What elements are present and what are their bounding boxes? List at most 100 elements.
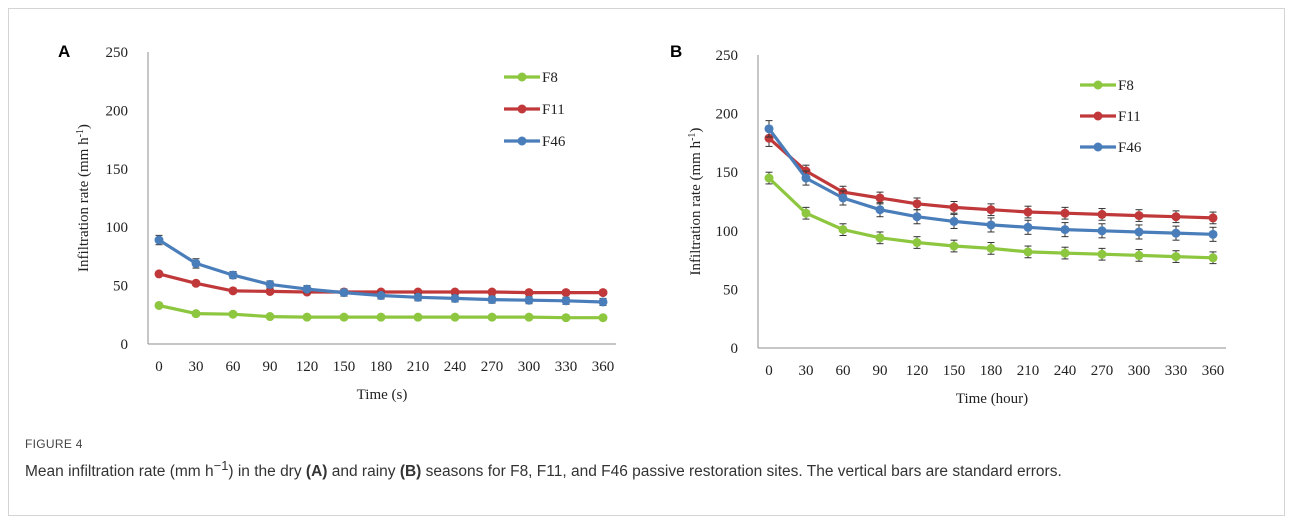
- data-point-f46: [801, 173, 811, 183]
- x-tick-label: 60: [836, 363, 851, 379]
- data-point-f46: [949, 216, 959, 226]
- figure-label: FIGURE 4: [25, 437, 83, 451]
- data-point-f46: [339, 288, 349, 298]
- data-point-f11: [228, 286, 238, 296]
- data-point-f8: [1208, 253, 1218, 263]
- caption-superscript: −1: [213, 458, 229, 473]
- y-tick-label: 200: [716, 107, 739, 123]
- data-point-f11: [1171, 212, 1181, 222]
- legend-swatch-marker: [1093, 111, 1103, 121]
- data-point-f46: [764, 124, 774, 134]
- x-tick-label: 180: [370, 359, 393, 375]
- x-tick-label: 0: [155, 359, 163, 375]
- data-point-f46: [302, 284, 312, 294]
- x-tick-label: 150: [333, 359, 356, 375]
- legend-swatch-marker: [517, 72, 527, 82]
- x-tick-label: 90: [263, 359, 278, 375]
- data-point-f46: [1134, 227, 1144, 237]
- data-point-f8: [524, 312, 534, 322]
- legend-swatch-marker: [1093, 142, 1103, 152]
- data-point-f46: [154, 235, 164, 245]
- data-point-f46: [912, 212, 922, 222]
- y-tick-label: 100: [716, 224, 739, 240]
- y-tick-label: 0: [121, 337, 129, 353]
- x-tick-label: 60: [226, 359, 241, 375]
- data-point-f46: [1208, 229, 1218, 239]
- data-point-f46: [838, 193, 848, 203]
- x-tick-label: 90: [873, 363, 888, 379]
- data-point-f8: [339, 312, 349, 322]
- data-point-f8: [1097, 249, 1107, 259]
- y-axis-title: Infiltration rate (mm h-1): [75, 124, 93, 272]
- caption-text: and rainy: [327, 463, 400, 481]
- legend-swatch-marker: [1093, 80, 1103, 90]
- x-tick-label: 240: [444, 359, 467, 375]
- data-point-f11: [487, 287, 497, 297]
- x-tick-label: 210: [1017, 363, 1040, 379]
- data-point-f46: [561, 296, 571, 306]
- data-point-f8: [875, 233, 885, 243]
- data-point-f46: [1023, 222, 1033, 232]
- data-point-f8: [1023, 247, 1033, 257]
- data-point-f46: [1060, 225, 1070, 235]
- data-point-f8: [302, 312, 312, 322]
- data-point-f8: [838, 225, 848, 235]
- y-tick-label: 50: [723, 282, 738, 298]
- data-point-f8: [191, 309, 201, 319]
- data-point-f8: [949, 241, 959, 251]
- caption-text: Mean infiltration rate (mm h: [25, 463, 214, 481]
- x-tick-label: 0: [765, 363, 773, 379]
- figure-caption: Mean infiltration rate (mm h−1) in the d…: [25, 455, 1270, 482]
- data-point-f8: [376, 312, 386, 322]
- data-point-f8: [912, 238, 922, 248]
- data-point-f11: [1134, 211, 1144, 221]
- data-point-f46: [598, 297, 608, 307]
- y-tick-label: 150: [716, 165, 739, 181]
- data-point-f8: [1171, 252, 1181, 262]
- y-tick-label: 100: [106, 220, 129, 236]
- x-tick-label: 150: [943, 363, 966, 379]
- legend-swatch-marker: [517, 104, 527, 114]
- data-point-f46: [413, 292, 423, 302]
- x-tick-label: 240: [1054, 363, 1077, 379]
- data-point-f46: [376, 291, 386, 301]
- data-point-f11: [1060, 208, 1070, 218]
- data-point-f8: [598, 313, 608, 323]
- caption-text: ) in the dry: [228, 463, 306, 481]
- data-point-f11: [1208, 213, 1218, 223]
- data-point-f46: [450, 293, 460, 303]
- x-tick-label: 120: [296, 359, 319, 375]
- y-tick-label: 0: [731, 341, 739, 357]
- data-point-f46: [228, 270, 238, 280]
- x-tick-label: 330: [1165, 363, 1188, 379]
- legend-label: F46: [1118, 140, 1142, 156]
- data-point-f8: [228, 309, 238, 319]
- figure-frame: [8, 8, 1285, 516]
- x-tick-label: 360: [1202, 363, 1225, 379]
- data-point-f11: [450, 287, 460, 297]
- y-tick-label: 200: [106, 103, 129, 119]
- data-point-f11: [561, 288, 571, 298]
- data-point-f8: [801, 208, 811, 218]
- x-tick-label: 120: [906, 363, 929, 379]
- data-point-f8: [154, 300, 164, 310]
- data-point-f11: [191, 278, 201, 288]
- y-tick-label: 50: [113, 279, 128, 295]
- x-axis-title: Time (s): [357, 387, 408, 403]
- data-point-f11: [875, 193, 885, 203]
- data-point-f46: [487, 295, 497, 305]
- x-tick-label: 300: [1128, 363, 1151, 379]
- x-tick-label: 30: [189, 359, 204, 375]
- x-tick-label: 360: [592, 359, 615, 375]
- x-tick-label: 180: [980, 363, 1003, 379]
- data-point-f11: [949, 202, 959, 212]
- data-point-f46: [1097, 226, 1107, 236]
- legend-label: F8: [542, 70, 558, 86]
- legend-swatch-marker: [517, 136, 527, 146]
- data-point-f8: [986, 243, 996, 253]
- x-tick-label: 300: [518, 359, 541, 375]
- data-point-f8: [413, 312, 423, 322]
- data-point-f11: [1023, 207, 1033, 217]
- x-axis-title: Time (hour): [956, 391, 1028, 407]
